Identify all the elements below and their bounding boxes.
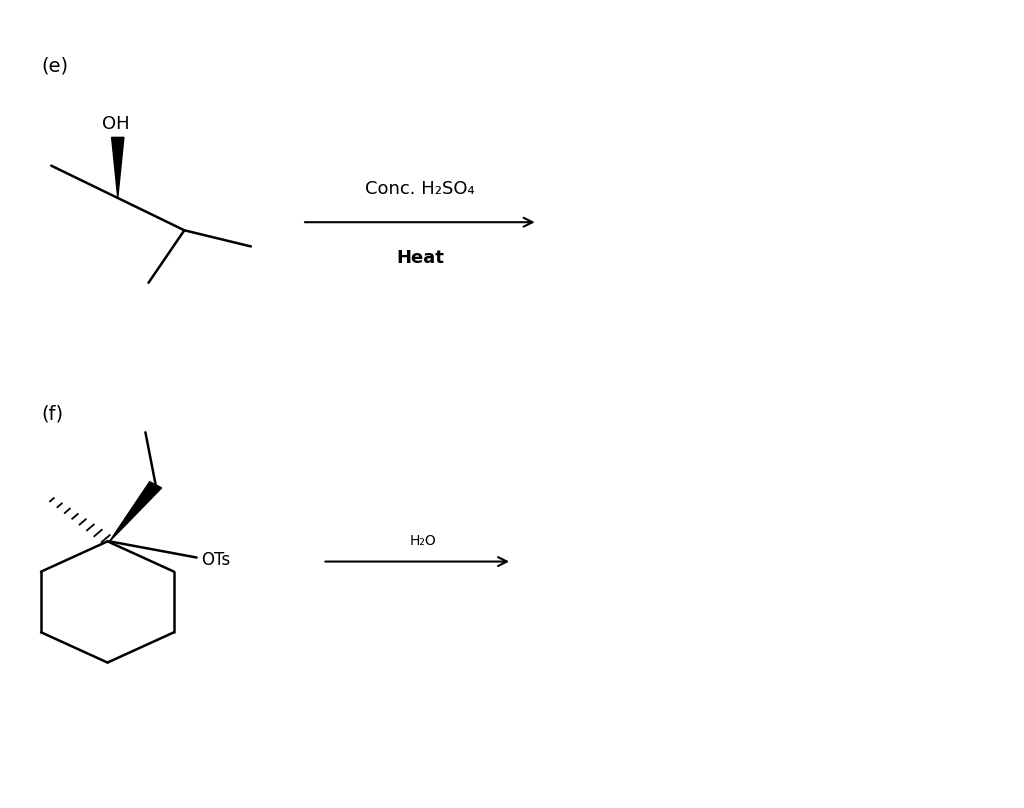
Text: (e): (e) xyxy=(41,57,68,76)
Polygon shape xyxy=(112,137,124,198)
Text: (f): (f) xyxy=(41,404,63,423)
Text: H₂O: H₂O xyxy=(410,534,436,548)
Text: OH: OH xyxy=(102,116,130,133)
Polygon shape xyxy=(110,482,162,541)
Text: Conc. H₂SO₄: Conc. H₂SO₄ xyxy=(365,180,475,198)
Text: OTs: OTs xyxy=(201,551,230,569)
Text: Heat: Heat xyxy=(396,249,443,267)
